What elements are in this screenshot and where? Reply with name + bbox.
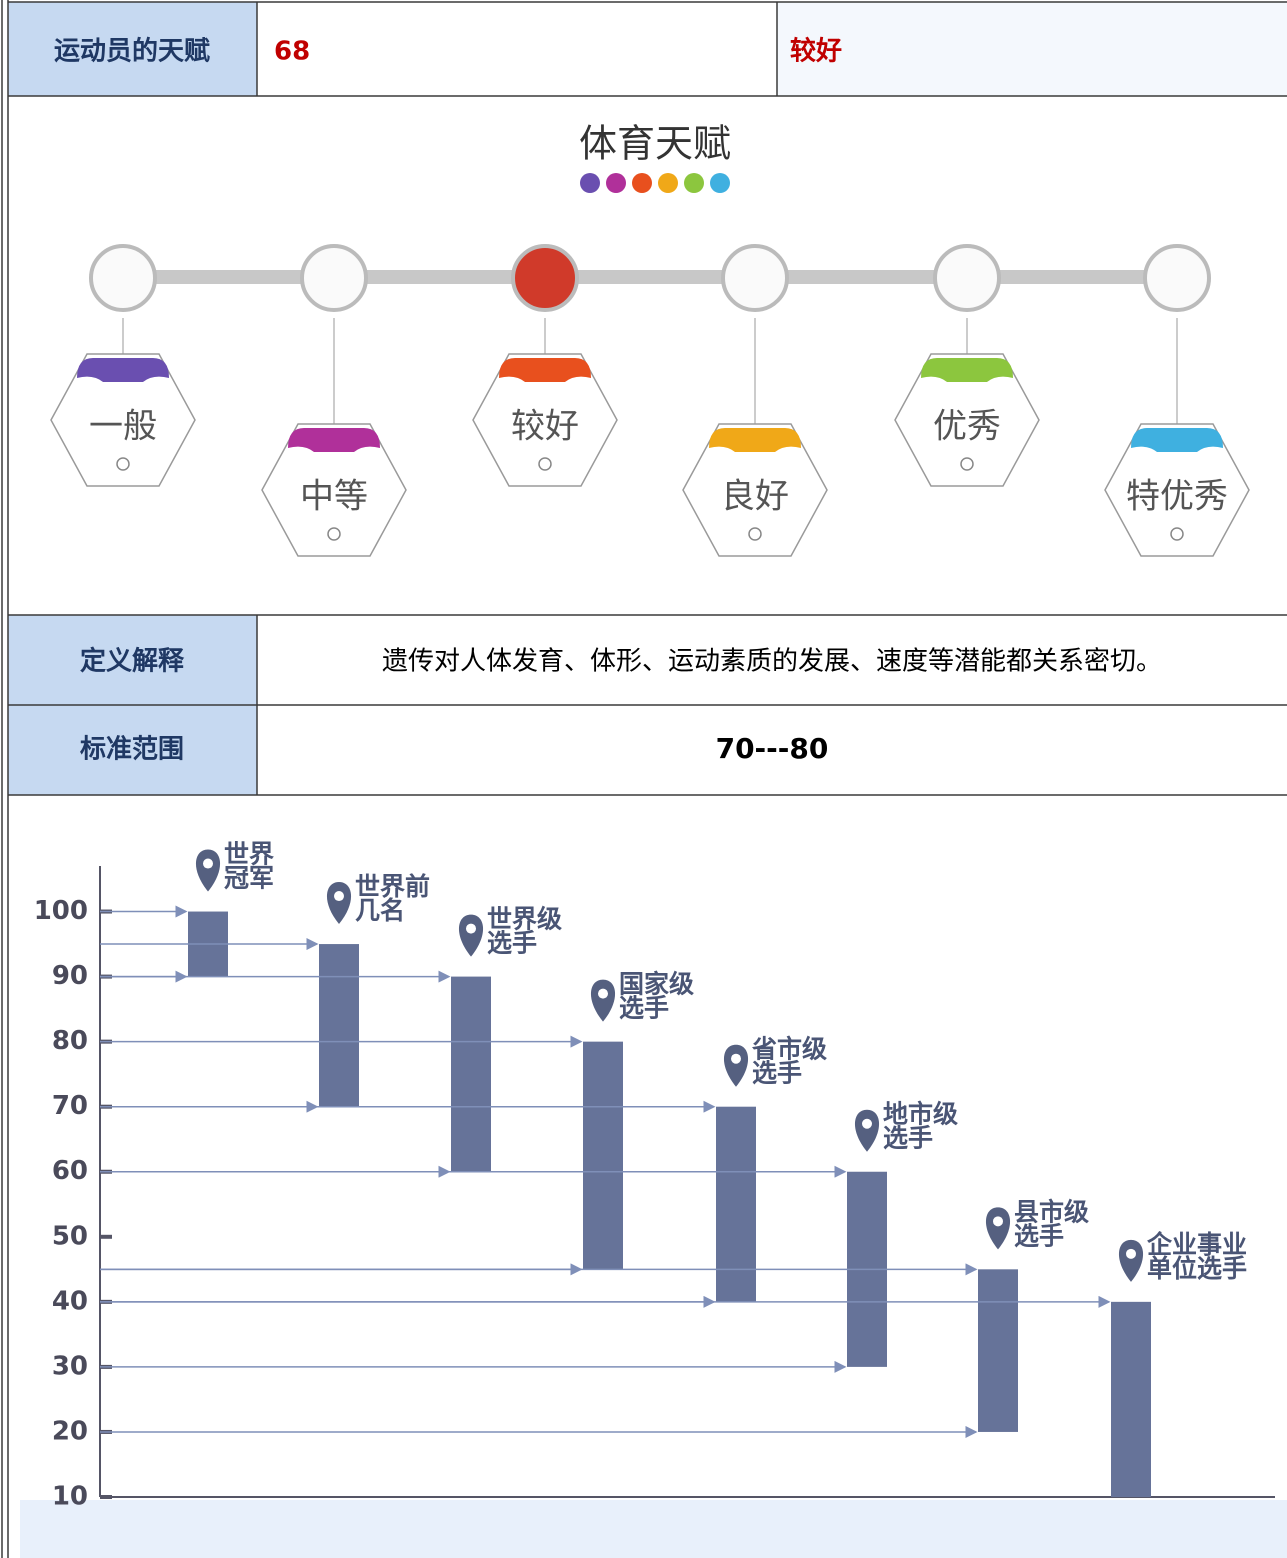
y-tick-label: 50 (52, 1221, 88, 1251)
bar (451, 977, 491, 1172)
level-node (723, 246, 787, 310)
color-dot (580, 173, 600, 193)
bar (716, 1107, 756, 1302)
header-level: 较好 (790, 36, 842, 67)
level-label: 中等 (300, 477, 368, 517)
bar-label: 单位选手 (1147, 1254, 1247, 1283)
header-cell (777, 2, 1287, 96)
level-label: 优秀 (933, 407, 1001, 447)
y-tick-label: 90 (52, 961, 88, 991)
pin-hole (203, 859, 213, 869)
y-tick-label: 40 (52, 1286, 88, 1316)
color-dot (632, 173, 652, 193)
range-label: 标准范围 (80, 735, 184, 765)
bar-label: 冠军 (224, 864, 274, 893)
report: 运动员的天赋 68 较好 定义解释 遗传对人体发育、体形、运动素质的发展、速度等… (0, 0, 1287, 1558)
pin-hole (334, 891, 344, 901)
color-dot (606, 173, 626, 193)
color-dot (710, 173, 730, 193)
y-tick-label: 20 (52, 1416, 88, 1446)
level-node (935, 246, 999, 310)
color-dot (684, 173, 704, 193)
y-tick-label: 100 (34, 896, 88, 926)
pin-hole (598, 989, 608, 999)
level-label: 良好 (721, 477, 789, 517)
range-text: 70---80 (716, 732, 829, 765)
bar-label: 选手 (883, 1124, 933, 1153)
bar (319, 944, 359, 1107)
bar (978, 1269, 1018, 1432)
bar-label: 选手 (619, 994, 669, 1023)
level-node (1145, 246, 1209, 310)
bar-label: 选手 (487, 929, 537, 958)
level-label: 特优秀 (1126, 477, 1228, 517)
y-tick-label: 30 (52, 1351, 88, 1381)
timeline-bar (120, 270, 1180, 284)
definition-label: 定义解释 (80, 646, 185, 677)
bar (1111, 1302, 1151, 1497)
header-score: 68 (274, 37, 310, 67)
bar (583, 1042, 623, 1270)
color-dot (658, 173, 678, 193)
pin-hole (1126, 1249, 1136, 1259)
level-node (513, 246, 577, 310)
pin-hole (466, 924, 476, 934)
definition-text: 遗传对人体发育、体形、运动素质的发展、速度等潜能都关系密切。 (382, 647, 1162, 677)
level-node (91, 246, 155, 310)
y-tick-label: 70 (52, 1091, 88, 1121)
bar-label: 选手 (752, 1059, 802, 1088)
pin-hole (862, 1119, 872, 1129)
y-tick-label: 10 (52, 1482, 88, 1512)
pin-hole (731, 1054, 741, 1064)
page: 运动员的天赋 68 较好 定义解释 遗传对人体发育、体形、运动素质的发展、速度等… (0, 0, 1287, 1558)
bar-label: 几名 (355, 896, 405, 925)
infographic-title: 体育天赋 (579, 124, 731, 166)
level-label: 较好 (511, 407, 579, 447)
header-label: 运动员的天赋 (54, 36, 210, 67)
pin-hole (993, 1216, 1003, 1226)
y-tick-label: 80 (52, 1026, 88, 1056)
bar-label: 选手 (1014, 1221, 1064, 1250)
background-tint (20, 1500, 1287, 1558)
y-tick-label: 60 (52, 1156, 88, 1186)
level-label: 一般 (89, 407, 157, 447)
level-node (302, 246, 366, 310)
